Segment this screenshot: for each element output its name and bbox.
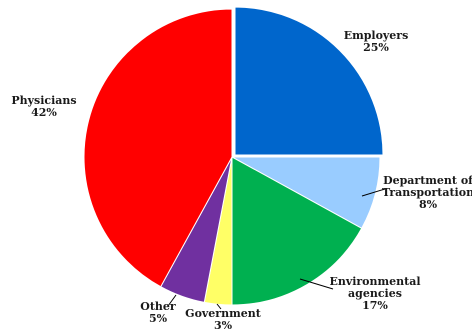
label-other: Other 5%	[140, 300, 176, 325]
leader-lines	[167, 188, 386, 310]
value-label-employers: 25%	[363, 41, 389, 54]
label-physicians: Physicians 42%	[11, 94, 76, 119]
value-label-other: 5%	[149, 312, 168, 325]
label-department-of-transportation: Department of Transportation 8%	[382, 174, 472, 211]
slice-employers	[234, 6, 384, 156]
name-label-other: Other	[140, 300, 176, 313]
name-label-government: Government	[185, 307, 262, 320]
leader-line-environmental-agencies	[299, 278, 334, 290]
name-label-environmental-agencies: agencies	[348, 287, 402, 300]
leader-line-other	[167, 294, 177, 307]
slice-environmental-agencies	[231, 156, 363, 306]
label-employers: Employers 25%	[344, 29, 409, 54]
value-label-department-of-transportation: 8%	[419, 198, 438, 211]
value-label-government: 3%	[214, 319, 233, 332]
name-label-department-of-transportation: Department of	[383, 174, 472, 187]
label-environmental-agencies: Environmental agencies 17%	[329, 275, 420, 312]
value-label-physicians: 42%	[31, 106, 57, 119]
value-label-environmental-agencies: 17%	[362, 299, 388, 312]
slice-physicians	[83, 8, 233, 288]
name-label-physicians: Physicians	[11, 94, 76, 107]
name-label-employers: Employers	[344, 29, 409, 42]
leader-line-government	[216, 303, 222, 310]
name-label-department-of-transportation: Transportation	[382, 186, 472, 199]
pie-slices	[83, 6, 384, 306]
name-label-environmental-agencies: Environmental	[329, 275, 420, 288]
slice-labels: Employers 25% Department of Transportation 8…	[11, 29, 472, 332]
leader-line-department-of-transportation	[361, 188, 386, 197]
label-government: Government 3%	[185, 307, 262, 332]
